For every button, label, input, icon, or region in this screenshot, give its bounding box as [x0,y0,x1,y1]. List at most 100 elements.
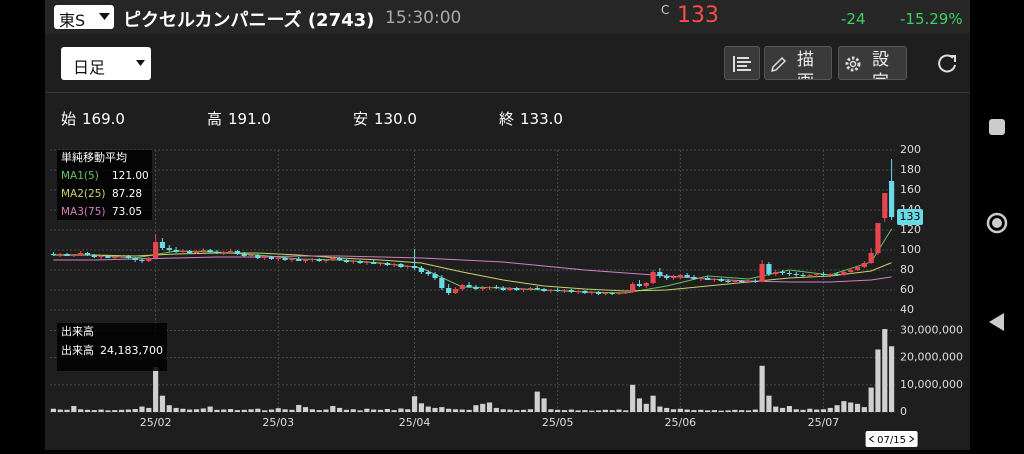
candle-body [882,193,888,218]
candle-body [493,287,499,288]
candle-body [350,261,356,262]
candle-body [200,250,206,251]
candle-body [364,262,370,263]
candle-body [166,248,172,250]
volume-bar [555,409,561,412]
candle-body [820,274,827,275]
candle-body [718,279,724,281]
y-tick-label: 180 [900,163,921,176]
draw-button[interactable]: 描画 [764,46,832,80]
candle-body [105,256,111,258]
volume-bar [820,409,827,412]
candle-body [248,255,254,256]
price-flag: C [661,3,670,17]
volume-bar [50,408,56,412]
candle-body [561,290,568,291]
volume-bar [323,409,329,412]
volume-bar [364,408,370,412]
candle-body [548,290,554,291]
volume-tick-label: 10,000,000 [900,378,963,391]
candle-body [330,258,336,260]
volume-bar [227,409,234,412]
cursor-label: 07/15 [877,435,906,446]
period-select[interactable]: 日足 [61,47,151,80]
volume-bar [139,406,145,412]
cursor-arrow-right [909,435,915,443]
market-select[interactable]: 東S [54,5,114,30]
price-tag [897,209,923,225]
candle-body [861,263,867,267]
y-tick-label: 200 [900,143,921,156]
volume-tick-label: 30,000,000 [900,323,963,336]
price-change: -24 [841,10,866,28]
candle-body [514,288,520,290]
volume-bar [268,409,275,412]
candle-body [221,252,227,253]
volume-legend-value: 24,183,700 [100,344,163,357]
volume-bar [166,405,172,412]
volume-legend-box [57,323,167,371]
volume-bar [411,396,418,412]
candle-body [534,288,540,289]
volume-bar [779,407,786,412]
candle-body [357,261,363,263]
indicator-button[interactable] [724,46,760,80]
volume-bar [180,408,186,412]
home-button[interactable] [986,212,1008,234]
volume-bar [78,409,84,412]
candle-body [500,288,506,290]
volume-bar [146,407,152,412]
y-tick-label: 160 [900,183,921,196]
ma-line [53,228,893,294]
ma-line [53,252,892,292]
volume-bar [262,410,268,412]
candle-body [289,259,295,260]
candle-body [616,293,622,294]
volume-bar [841,401,847,412]
candle-body [705,278,711,280]
volume-bar [459,409,465,412]
x-tick-label: 25/02 [140,416,172,429]
volume-bar [643,403,649,412]
refresh-icon[interactable] [935,52,959,76]
settings-button[interactable]: 設定 [838,46,907,80]
volume-bar [527,409,534,412]
y-tick-label: 80 [900,263,914,276]
ohlc-label: 高 [207,110,223,128]
volume-bar [589,410,595,412]
volume-bar [718,410,724,412]
volume-bar [425,406,431,412]
candle-body [398,264,404,267]
volume-bar [248,409,254,412]
volume-bar [255,408,261,412]
candle-body [814,274,820,275]
volume-bar [466,409,472,412]
volume-bar [548,409,554,412]
home-dot [992,218,1002,228]
candle-body [459,285,465,289]
candle-body [98,256,104,257]
volume-bar [623,410,629,412]
volume-bar [882,329,888,412]
ma-legend-name: MA3(75) [61,206,105,218]
volume-bar [57,409,63,412]
volume-bar [568,409,574,412]
back-button[interactable] [989,313,1004,331]
volume-bar [861,407,867,412]
candle-body [439,278,445,288]
ma-legend-value: 121.00 [112,170,149,182]
candle-body [568,290,574,292]
candle-body [91,255,97,257]
candle-body [446,288,452,293]
volume-bar [827,407,833,412]
ohlc-label: 安 [353,110,369,128]
volume-bar [105,410,111,412]
ohlc-value: 191.0 [228,110,271,128]
header-bar: 東S ピクセルカンパニーズ (2743) 15:30:00 C 133 -24 … [45,0,970,34]
volume-bar [521,409,527,412]
volume-bar [193,409,200,412]
recent-button[interactable] [989,119,1005,135]
volume-bar [480,403,486,412]
volume-bar [684,409,690,412]
